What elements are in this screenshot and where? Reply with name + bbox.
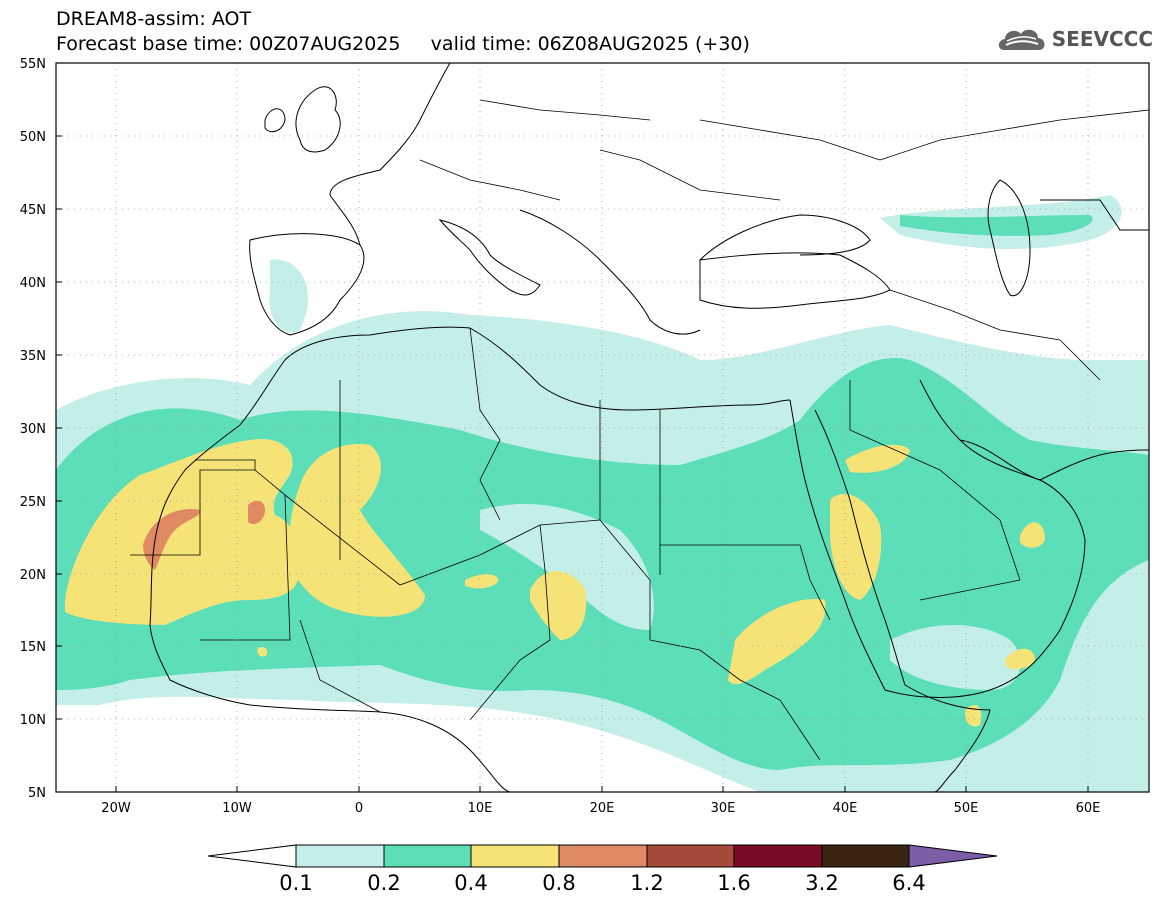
- lat-label: 45N: [20, 203, 46, 218]
- aot-band-0.4: [65, 439, 1045, 727]
- country-borders: [130, 99, 1149, 761]
- lat-label: 20N: [20, 568, 46, 583]
- lat-label: 50N: [20, 130, 46, 145]
- lat-label: 35N: [20, 349, 46, 364]
- colorbar-box: [646, 844, 735, 868]
- colorbar-box: [733, 844, 823, 868]
- coastlines: [149, 63, 1149, 792]
- graticule: [56, 63, 1149, 792]
- colorbar-label: 1.6: [717, 871, 750, 895]
- lat-label: 30N: [20, 422, 46, 437]
- colorbar-box: [383, 844, 472, 868]
- lon-label: 10W: [222, 801, 252, 816]
- colorbar-label: 0.4: [454, 871, 487, 895]
- aot-shading: [56, 195, 1149, 792]
- colorbar-label: 0.1: [279, 871, 312, 895]
- colorbar-box: [821, 844, 910, 868]
- lon-label: 60E: [1076, 801, 1101, 816]
- colorbar-left-arrow: [207, 844, 297, 868]
- colorbar-label: 0.2: [367, 871, 400, 895]
- lon-label: 10E: [468, 801, 493, 816]
- latitude-labels: 55N 50N 45N 40N 35N 30N 25N 20N 15N 10N …: [20, 57, 46, 801]
- lat-label: 40N: [20, 276, 46, 291]
- seevccc-logo: SEEVCCC: [996, 22, 1153, 56]
- colorbar-label: 6.4: [892, 871, 925, 895]
- colorbar-label: 3.2: [805, 871, 838, 895]
- longitude-labels: 20W 10W 0 10E 20E 30E 40E 50E 60E: [101, 801, 1100, 816]
- colorbar-box: [295, 844, 385, 868]
- lat-label: 15N: [20, 640, 46, 655]
- tick-marks: [56, 135, 1089, 792]
- colorbar-label: 0.8: [542, 871, 575, 895]
- lon-label: 0: [355, 801, 363, 816]
- colorbar-box: [470, 844, 560, 868]
- lon-label: 20E: [590, 801, 615, 816]
- lon-label: 30E: [711, 801, 736, 816]
- lat-label: 25N: [20, 495, 46, 510]
- colorbar: 0.1 0.2 0.4 0.8 1.2 1.6 3.2 6.4: [207, 844, 998, 895]
- lat-label: 55N: [20, 57, 46, 72]
- lon-label: 20W: [101, 801, 131, 816]
- lat-label: 10N: [20, 713, 46, 728]
- lat-label: 5N: [28, 786, 46, 801]
- lon-label: 50E: [954, 801, 979, 816]
- lon-label: 40E: [833, 801, 858, 816]
- cloud-icon: [998, 29, 1045, 50]
- colorbar-label: 1.2: [630, 871, 663, 895]
- forecast-times: Forecast base time: 00Z07AUG2025 valid t…: [56, 33, 750, 55]
- map-title: DREAM8-assim: AOT: [56, 8, 252, 30]
- colorbar-right-arrow: [908, 844, 998, 868]
- colorbar-box: [558, 844, 648, 868]
